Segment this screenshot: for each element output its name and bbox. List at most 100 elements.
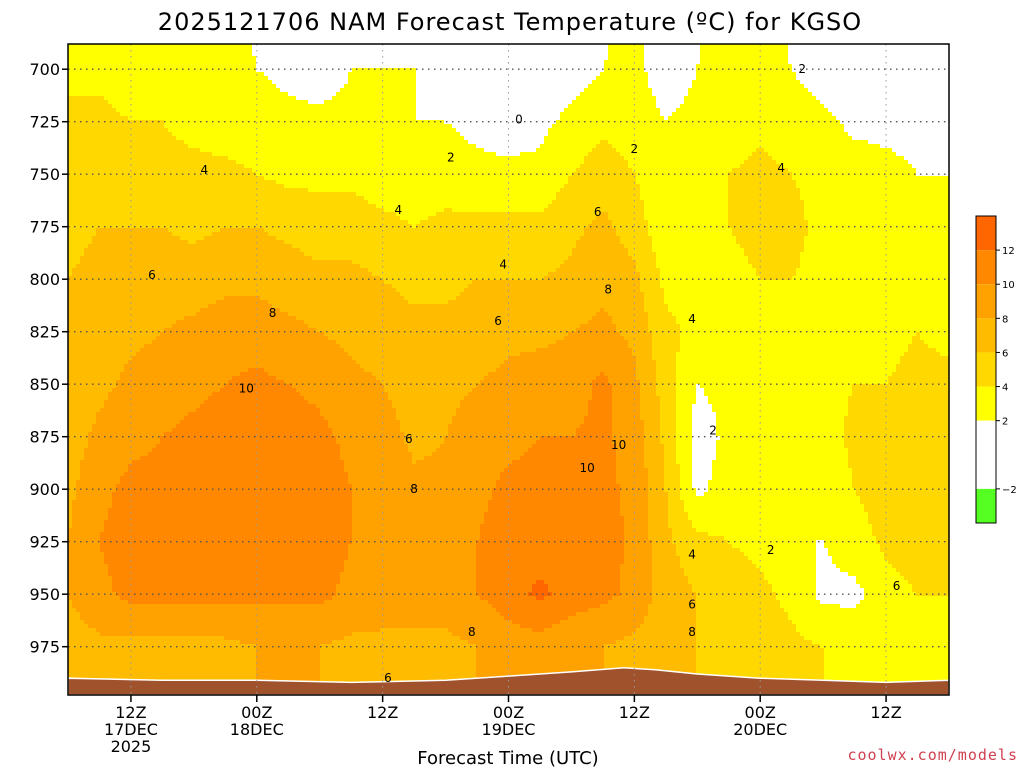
temperature-cell (92, 628, 97, 695)
temperature-cell (248, 368, 253, 605)
temperature-cell (412, 68, 417, 229)
temperature-cell (316, 44, 321, 105)
temperature-cell (132, 356, 137, 461)
temperature-cell (284, 604, 289, 695)
temperature-cell (532, 212, 537, 281)
temperature-cell (796, 80, 801, 189)
temperature-cell (620, 516, 625, 565)
temperature-cell (180, 636, 185, 695)
temperature-cell (352, 632, 357, 695)
temperature-cell (244, 296, 249, 373)
temperature-cell (76, 264, 81, 481)
temperature-cell (284, 92, 289, 189)
temperature-cell (604, 212, 609, 313)
temperature-cell (252, 56, 257, 173)
temperature-cell (152, 448, 157, 605)
temperature-cell (336, 444, 341, 585)
temperature-cell (616, 236, 621, 333)
source-credit[interactable]: coolwx.com/models (847, 746, 1018, 764)
temperature-cell (320, 604, 325, 645)
temperature-cell (244, 228, 249, 297)
temperature-cell (648, 236, 653, 333)
temperature-cell (676, 556, 681, 695)
temperature-cell (300, 44, 305, 101)
temperature-cell (468, 284, 473, 393)
temperature-cell (324, 600, 329, 645)
temperature-cell (220, 636, 225, 695)
temperature-cell (524, 152, 529, 213)
temperature-cell (736, 44, 741, 169)
temperature-cell (668, 44, 673, 117)
temperature-cell (104, 400, 109, 521)
temperature-cell (460, 640, 465, 695)
temperature-cell (784, 280, 789, 613)
temperature-cell (676, 352, 681, 465)
y-axis-pressure: 700 725 750 775 800 825 850 875 900 925 950 975 (29, 60, 68, 657)
temperature-cell (496, 612, 501, 695)
temperature-cell (728, 44, 733, 173)
temperature-cell (176, 636, 181, 695)
temperature-cell (108, 576, 113, 637)
y-tick-label: 875 (29, 428, 60, 447)
temperature-cell (584, 228, 589, 325)
temperature-cell (556, 120, 561, 193)
temperature-cell (252, 44, 257, 57)
temperature-cell (524, 212, 529, 281)
temperature-cell (536, 280, 541, 349)
temperature-cell (360, 196, 365, 269)
temperature-cell (608, 316, 613, 385)
temperature-cell (732, 548, 737, 695)
temperature-cell (596, 608, 601, 695)
temperature-cell (496, 156, 501, 213)
temperature-cell (740, 44, 745, 165)
temperature-cell (316, 332, 321, 409)
temperature-cell (208, 152, 213, 237)
temperature-cell (608, 144, 613, 221)
temperature-cell (416, 460, 421, 629)
temperature-cell (820, 104, 825, 541)
temperature-cell (572, 332, 577, 437)
temperature-cell (920, 176, 925, 341)
temperature-cell (344, 352, 349, 473)
temperature-cell (544, 348, 549, 437)
temperature-cell (476, 384, 481, 541)
temperature-cell (452, 44, 457, 129)
temperature-cell (364, 44, 369, 69)
temperature-cell (552, 44, 557, 125)
temperature-cell (480, 600, 485, 695)
temperature-cell (928, 348, 933, 597)
temperature-cell (260, 72, 265, 177)
temperature-cell (468, 392, 473, 645)
temperature-cell (428, 628, 433, 695)
temperature-cell (912, 336, 917, 593)
temperature-cell (116, 596, 121, 637)
contour-label: 4 (499, 258, 507, 272)
temperature-cell (744, 556, 749, 695)
temperature-cell (232, 640, 237, 695)
temperature-cell (468, 144, 473, 213)
temperature-cell (280, 240, 285, 313)
y-tick-label: 850 (29, 375, 60, 394)
temperature-cell (652, 96, 657, 253)
temperature-cell (108, 636, 113, 695)
temperature-cell (324, 260, 329, 337)
temperature-cell (448, 124, 453, 209)
temperature-cell (128, 360, 133, 465)
contour-label: 8 (468, 625, 476, 639)
temperature-cell (168, 636, 173, 695)
temperature-cell (536, 212, 541, 281)
temperature-cell (860, 44, 865, 141)
temperature-cell (192, 316, 197, 413)
temperature-cell (848, 576, 853, 609)
temperature-cell (436, 120, 441, 213)
temperature-cell (832, 116, 837, 565)
contour-label: 6 (384, 671, 392, 685)
temperature-cell (824, 604, 829, 695)
temperature-cell (556, 624, 561, 695)
temperature-cell (540, 580, 545, 601)
temperature-cell (476, 148, 481, 213)
temperature-cell (816, 44, 821, 101)
temperature-cell (232, 296, 237, 377)
temperature-cell (432, 216, 437, 305)
